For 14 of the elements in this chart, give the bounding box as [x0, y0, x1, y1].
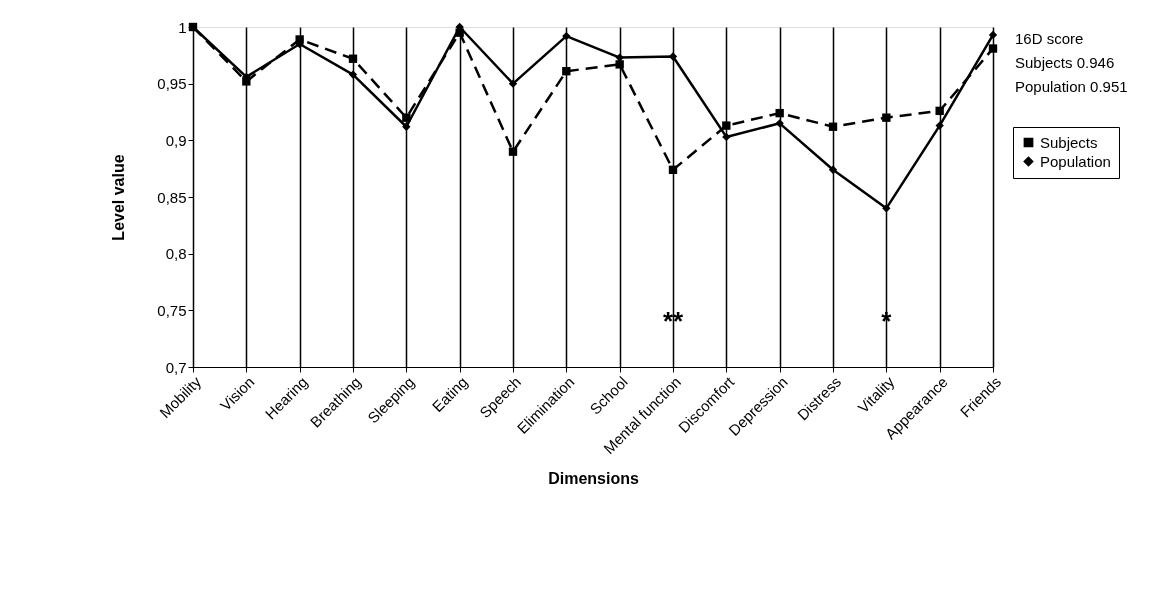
y-tick-label: 0,95 — [157, 75, 187, 93]
y-tick-label: 0,9 — [165, 131, 187, 149]
y-tick-label: 0,75 — [157, 301, 187, 319]
y-axis-title: Level value — [110, 154, 128, 241]
legend-label: Population — [1040, 152, 1111, 170]
text: Population 0.951 — [1015, 78, 1128, 95]
text: Subjects 0.946 — [1015, 54, 1115, 71]
y-tick-label: 1 — [178, 18, 187, 36]
text: 16D score — [1015, 30, 1084, 47]
y-tick-label: 0,85 — [157, 188, 187, 206]
y-tick-label: 0,8 — [165, 245, 187, 263]
y-tick-label: 0,7 — [165, 358, 187, 376]
x-axis-title: Dimensions — [548, 470, 639, 488]
legend-label: Subjects — [1040, 133, 1098, 151]
